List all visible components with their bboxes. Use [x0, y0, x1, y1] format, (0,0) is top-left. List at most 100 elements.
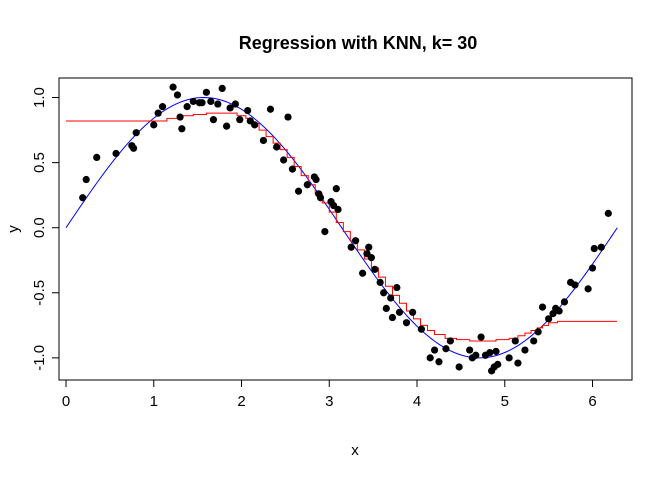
data-point [321, 228, 329, 236]
data-point [530, 337, 538, 345]
data-point [158, 103, 167, 111]
data-point [426, 354, 434, 362]
x-tick-label: 0 [62, 393, 70, 410]
data-point [387, 294, 395, 302]
data-point [223, 122, 231, 130]
data-point [312, 175, 320, 184]
data-point [244, 106, 252, 115]
data-point [236, 116, 244, 124]
data-point [207, 97, 215, 106]
y-tick-label: 0.0 [31, 217, 48, 238]
data-point [395, 308, 404, 316]
x-tick-label: 3 [325, 393, 333, 410]
data-point [597, 243, 605, 251]
data-point [371, 265, 379, 273]
data-point [534, 328, 542, 336]
data-point [492, 347, 500, 355]
data-point [455, 363, 463, 371]
data-point [538, 303, 547, 311]
data-point [189, 97, 197, 106]
data-point [202, 88, 211, 96]
x-tick-label: 4 [413, 393, 421, 410]
chart-title: Regression with KNN, k= 30 [239, 33, 478, 53]
data-point [334, 205, 342, 214]
data-point [442, 345, 450, 353]
data-point [382, 304, 390, 313]
x-axis-label: x [351, 442, 359, 459]
data-point [514, 359, 522, 367]
y-tick-label: 0.5 [31, 152, 48, 173]
y-tick-label: 1.0 [31, 87, 48, 108]
data-point [466, 346, 474, 354]
x-tick-label: 6 [588, 393, 596, 410]
data-point [545, 315, 553, 323]
data-point [284, 113, 292, 121]
data-point [359, 269, 367, 277]
data-point [351, 237, 360, 245]
data-point [150, 121, 158, 129]
data-point [93, 153, 101, 162]
data-point [294, 187, 303, 195]
data-point [571, 281, 579, 289]
x-tick-label: 5 [501, 393, 509, 410]
x-axis: 0 1 2 3 4 5 6 [62, 379, 597, 410]
series-layer [65, 97, 618, 359]
data-point [198, 99, 206, 107]
data-point [430, 346, 439, 354]
y-tick-label: -1.0 [31, 345, 48, 371]
data-point [477, 333, 485, 341]
data-point [417, 325, 425, 333]
data-point [231, 100, 239, 108]
data-point [588, 264, 597, 272]
true-curve-line [65, 97, 618, 359]
data-point [303, 181, 311, 189]
data-point [560, 298, 569, 306]
data-point [173, 91, 182, 99]
data-point [604, 209, 612, 217]
y-axis-label: y [5, 225, 22, 233]
data-point [112, 149, 120, 158]
data-point [402, 319, 411, 327]
data-point [129, 144, 138, 152]
data-point [266, 105, 275, 113]
data-point [472, 351, 480, 359]
data-point [388, 313, 397, 322]
x-tick-label: 1 [150, 393, 158, 410]
data-point [505, 354, 513, 362]
data-point [79, 194, 87, 202]
data-point [409, 308, 417, 316]
y-tick-label: -0.5 [31, 280, 48, 306]
scatter-points [79, 83, 612, 375]
data-point [214, 100, 222, 108]
data-point [376, 278, 384, 286]
data-point [393, 283, 401, 292]
data-point [178, 125, 186, 133]
data-point [494, 360, 502, 368]
data-point [132, 129, 140, 137]
data-point [435, 358, 443, 366]
data-point [555, 307, 563, 315]
data-point [347, 243, 355, 251]
data-point [446, 337, 454, 345]
x-tick-label: 2 [237, 393, 245, 410]
data-point [590, 244, 598, 253]
plot-frame [58, 77, 633, 381]
data-point [511, 337, 519, 345]
data-point [367, 254, 375, 262]
data-point [176, 113, 184, 121]
data-point [251, 121, 259, 129]
data-point [380, 289, 388, 297]
data-point [169, 83, 177, 91]
data-point [209, 116, 218, 124]
y-axis: -1.0 -0.5 0.0 0.5 1.0 [31, 87, 60, 371]
data-point [273, 143, 281, 151]
data-point [280, 156, 288, 164]
data-point [82, 175, 90, 184]
data-point [486, 349, 494, 357]
data-point [183, 103, 191, 111]
data-point [218, 84, 226, 93]
data-point [365, 243, 373, 251]
data-point [259, 136, 268, 145]
data-point [584, 285, 592, 293]
